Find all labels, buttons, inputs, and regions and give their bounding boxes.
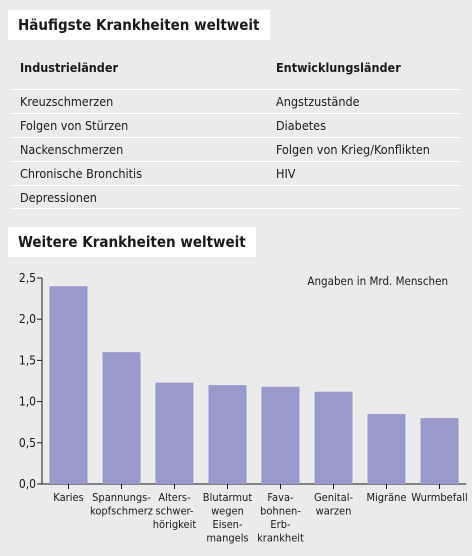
industrial-cell: Nackenschmerzen — [20, 142, 124, 157]
industrial-cell: Chronische Bronchitis — [20, 166, 143, 181]
industrial-cell: Kreuzschmerzen — [20, 94, 114, 109]
developing-cell: HIV — [276, 166, 296, 181]
category-label: Spannungs-kopfschmerz — [90, 491, 153, 518]
bar — [367, 413, 406, 484]
disease-table: Kreuzschmerzen Angstzustände Folgen von … — [10, 89, 460, 209]
bar — [49, 286, 88, 484]
bar — [314, 391, 353, 484]
y-tick-label: 0,5 — [19, 436, 36, 450]
bar-chart: 0,0 0,5 1,0 1,5 2,0 2,5 Karies Spannungs-kopfsc… — [19, 271, 468, 545]
industrial-cell: Folgen von Stürzen — [20, 118, 129, 133]
table-row: Nackenschmerzen Folgen von Krieg/Konflik… — [10, 137, 460, 161]
category-label: Karies — [53, 491, 83, 504]
developing-cell: Angstzustände — [276, 94, 360, 109]
y-tick-label: 2,5 — [19, 271, 36, 285]
table-row: Chronische Bronchitis HIV — [10, 161, 460, 185]
category-label: Fava-bohnen-Erb-krankheit — [257, 491, 304, 545]
category-label: Wurmbefall — [411, 491, 468, 504]
bar — [155, 382, 194, 484]
bar — [208, 385, 247, 484]
industrial-cell: Depressionen — [20, 190, 97, 205]
developing-cell: Diabetes — [276, 118, 326, 133]
table-row: Kreuzschmerzen Angstzustände — [10, 89, 460, 113]
table-row: Folgen von Stürzen Diabetes — [10, 113, 460, 137]
y-tick-label: 1,5 — [19, 353, 36, 367]
y-tick-label: 1,0 — [19, 395, 36, 409]
category-label: Genital-warzen — [314, 491, 353, 518]
developing-cell: Folgen von Krieg/Konflikten — [276, 142, 430, 157]
category-label: Alters-schwer-hörigkeit — [153, 491, 197, 531]
unit-note: Angaben in Mrd. Menschen — [307, 274, 448, 288]
column-header-industrial: Industrieländer — [20, 60, 119, 75]
category-label: Blutarmut wegen Eisen-mangels — [203, 491, 253, 545]
chart-title: Weitere Krankheiten weltweit — [8, 227, 256, 257]
column-header-developing: Entwicklungsländer — [276, 60, 401, 75]
y-tick-label: 2,0 — [19, 312, 36, 326]
bar — [420, 418, 459, 484]
table-row: Depressionen — [10, 185, 460, 209]
y-tick-label: 0,0 — [19, 477, 36, 491]
table-title: Häufigste Krankheiten weltweit — [8, 10, 270, 40]
category-label: Migräne — [366, 491, 406, 504]
bar — [261, 386, 300, 484]
bar — [102, 352, 141, 484]
